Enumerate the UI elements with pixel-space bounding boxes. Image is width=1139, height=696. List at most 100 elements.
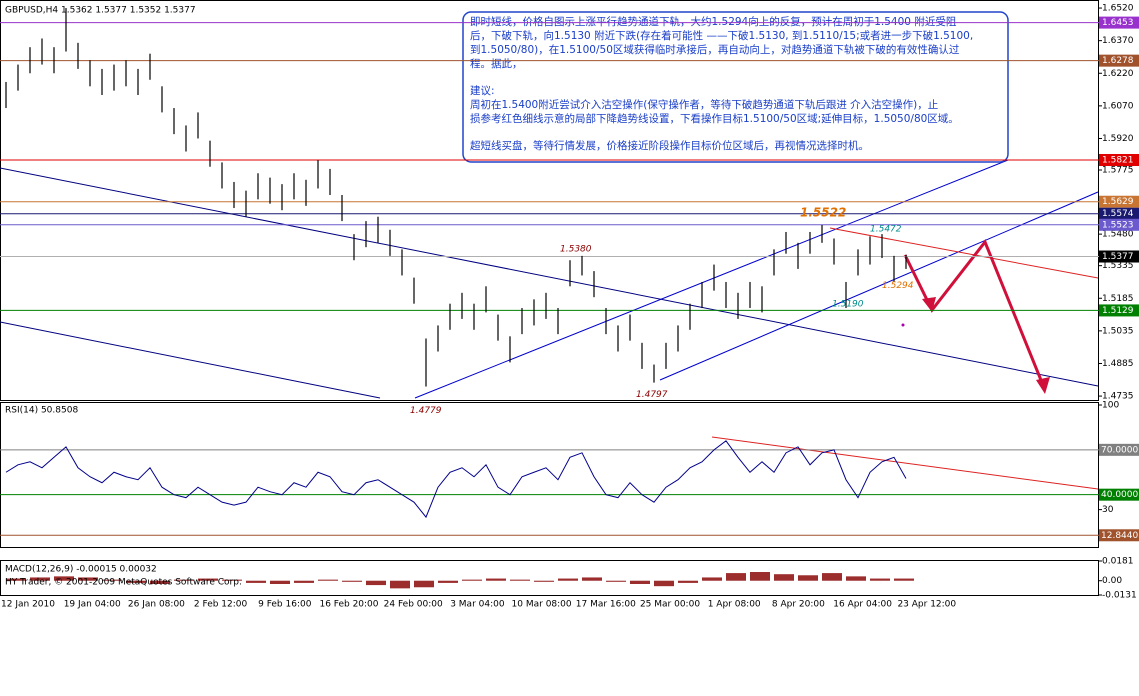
x-tick-label: 23 Apr 12:00 [897,600,956,610]
arrow-head [922,297,936,312]
y-tick-label: 1.5920 [1102,134,1134,144]
macd-bar [78,577,98,581]
y-tick-label: 0.00 [1102,576,1122,586]
level-label-box [1099,218,1139,231]
y-tick-label: 1.5480 [1102,230,1134,240]
rsi-line [5,440,907,519]
y-tick-label: -0.0131 [1102,591,1137,601]
level-label-box [1099,54,1139,67]
trend-line [0,321,381,399]
frames [0,0,1099,596]
macd-bar [750,572,770,581]
y-tick-label: 1.5035 [1102,326,1134,336]
level-label-box [1099,488,1139,501]
price-annotation: 1.5472 [870,224,902,234]
level-label: 1.6278 [1102,56,1134,66]
macd-bar [870,578,890,581]
rsi-trend-line [711,436,1099,490]
panel-title: RSI(14) 50.8508 [5,406,78,416]
chart-title: GBPUSD,H4 1.5362 1.5377 1.5352 1.5377 [5,6,196,16]
x-tick-label: 10 Mar 08:00 [512,600,572,610]
y-tick-label: 1.6520 [1102,4,1134,14]
macd-bar [846,576,866,581]
note-line: 损参考红色细线示意的局部下降趋势线设置，下看操作目标1.5100/50区域;延伸… [470,112,959,125]
macd-bar [294,580,314,583]
macd-bar [558,578,578,581]
note-line: 周初在1.5400附近尝试介入沽空操作(保守操作者，等待下破趋势通道下轨后跟进 … [470,98,938,111]
macd-bar [510,579,530,581]
level-label-box [1099,250,1139,263]
macd-bar [246,580,266,583]
y-tick-label: 1.6070 [1102,101,1134,111]
note-line: 后，下破下轨，向1.5130 附近下跌(存在着可能性 ——下破1.5130, 到… [470,29,973,42]
y-tick-label: 1.5335 [1102,261,1134,271]
price-annotation: 1.5522 [800,206,846,220]
price-annotation: 1.5294 [882,281,914,291]
macd-bar [534,580,554,582]
x-tick-label: 3 Mar 04:00 [450,600,505,610]
level-label-box [1099,304,1139,317]
level-label: 1.5377 [1102,252,1134,262]
y-tick-label: 1.6370 [1102,36,1134,46]
x-tick-label: 9 Feb 16:00 [258,600,312,610]
level-label-box [1099,443,1139,456]
macd-bar [174,579,194,581]
price-annotation: 1.4797 [636,390,668,400]
macd-bar [822,573,842,581]
level-label: 70.0000 [1101,445,1138,455]
macd-bar [366,580,386,586]
level-label: 40.0000 [1101,490,1138,500]
y-tick-label: 1.5775 [1102,166,1134,176]
macd-bar [774,574,794,581]
level-label-box [1099,154,1139,166]
macd-bar [30,577,50,581]
x-tick-label: 8 Apr 20:00 [772,600,825,610]
macd-bar [486,578,506,581]
macd-bar [6,578,26,581]
panel-subtitle: HY Trader, © 2001-2009 MetaQuotes Softwa… [5,578,242,588]
macd-bar [462,579,482,581]
level-label: 1.5574 [1102,209,1134,219]
x-tick-label: 19 Jan 04:00 [64,600,121,610]
macd-bar [222,579,242,581]
analysis-note: 即时短线，价格自图示上涨平行趋势通道下轨，大约1.5294向上的反复，预计在周初… [462,11,1009,163]
macd-bar [126,580,146,583]
price-frame [0,0,1099,401]
macd-bar [198,578,218,581]
macd-frame [0,560,1099,596]
macd-bar [270,580,290,584]
macd-bar [150,580,170,584]
level-label: 1.5129 [1102,306,1134,316]
macd-bar [630,580,650,584]
x-tick-label: 17 Mar 16:00 [576,600,636,610]
forecast-path [903,239,1047,391]
y-tick-label: 1.5185 [1102,294,1134,304]
level-label: 1.5629 [1102,197,1134,207]
rsi-frame [0,402,1099,548]
price-annotation: 1.5380 [560,244,592,254]
note-box [462,11,1009,163]
y-tick-label: 100 [1102,400,1119,410]
level-label-box [1099,529,1139,542]
x-tick-label: 16 Feb 20:00 [319,600,378,610]
price-annotation: 1.5190 [832,300,864,310]
x-tick-label: 1 Apr 08:00 [708,600,761,610]
level-label: 1.5523 [1102,220,1134,230]
x-tick-label: 26 Jan 08:00 [128,600,185,610]
x-tick-label: 24 Feb 00:00 [384,600,443,610]
macd-bar [726,573,746,581]
macd-bar [582,577,602,581]
macd-bar [894,578,914,581]
macd-bar [702,577,722,581]
price-annotation: 1.4779 [410,406,442,416]
level-label: 1.6453 [1102,18,1134,28]
trend-lines [0,159,1099,490]
channel-line [414,159,1009,399]
y-tick-label: 1.6220 [1102,69,1134,79]
macd-bar [678,580,698,583]
macd-bar [54,576,74,581]
macd-bar [438,580,458,583]
note-line: 超短线买盘，等待行情发展，价格接近阶段操作目标价位区域后，再视情况选择时机。 [470,139,869,152]
